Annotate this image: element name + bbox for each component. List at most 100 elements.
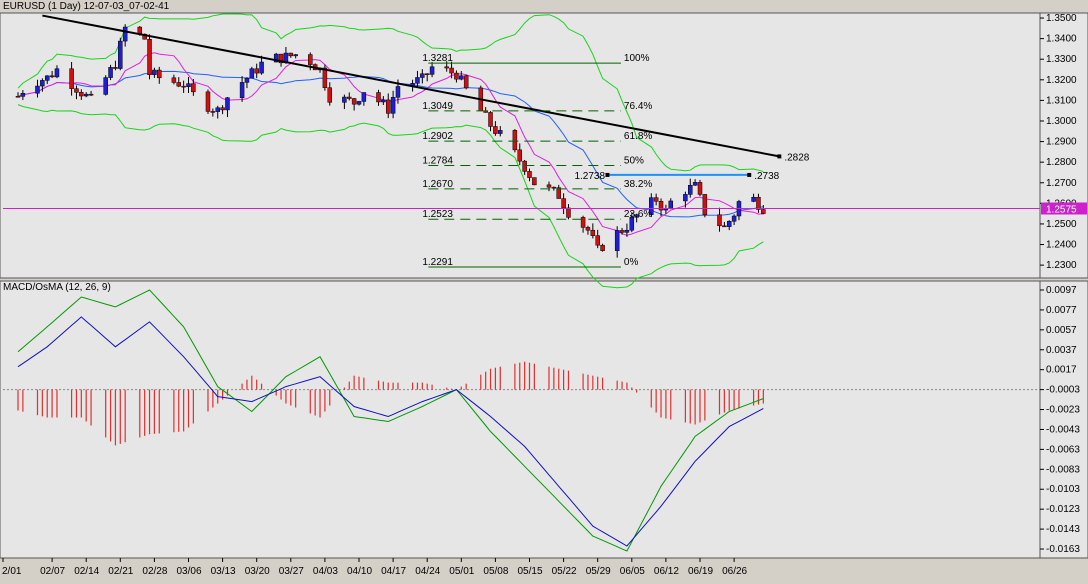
candle-body bbox=[108, 67, 113, 78]
macd-layer bbox=[3, 289, 1040, 552]
candle-body bbox=[619, 230, 625, 233]
x-tick-label-6: 03/13 bbox=[211, 566, 236, 577]
fib-pct-label-0: 100% bbox=[624, 53, 650, 64]
candle-body bbox=[225, 97, 230, 111]
candle-body bbox=[634, 214, 639, 218]
price-tick-label-1: 1.3400 bbox=[1046, 34, 1077, 45]
candle-body bbox=[113, 67, 118, 69]
x-tick-label-8: 03/27 bbox=[279, 566, 304, 577]
candle-body bbox=[522, 160, 527, 172]
fib-pct-label-1: 76.4% bbox=[624, 101, 652, 112]
candle-body bbox=[191, 83, 196, 93]
fib-price-label-6: 1.2291 bbox=[422, 257, 453, 268]
price-tick-label-6: 1.2900 bbox=[1046, 137, 1077, 148]
x-tick-label-3: 02/21 bbox=[108, 566, 133, 577]
candle-body bbox=[731, 215, 737, 222]
candle-body bbox=[498, 130, 503, 134]
price-tick-label-2: 1.3300 bbox=[1046, 54, 1077, 65]
candle-body bbox=[385, 99, 391, 114]
candle-body bbox=[205, 91, 211, 112]
candle-body bbox=[210, 111, 216, 113]
trendline-label: .2828 bbox=[784, 152, 809, 163]
candle-body bbox=[40, 80, 45, 87]
macd-signal-line bbox=[17, 289, 764, 552]
candle-body bbox=[342, 96, 347, 103]
macd-tick-label-8: -0.0063 bbox=[1046, 444, 1080, 455]
macd-panel-bg bbox=[0, 280, 1041, 559]
bb-lower-line bbox=[17, 104, 764, 289]
candle-body bbox=[44, 75, 50, 81]
fib-price-label-4: 1.2670 bbox=[422, 179, 453, 190]
price-tick-label-3: 1.3200 bbox=[1046, 75, 1077, 86]
macd-line bbox=[17, 316, 764, 547]
candle-body bbox=[600, 244, 605, 251]
candle-body bbox=[15, 96, 21, 98]
candle-body bbox=[347, 96, 352, 99]
fib-pct-label-2: 61.8% bbox=[624, 131, 652, 142]
candle-body bbox=[122, 26, 128, 42]
macd-tick-label-10: -0.0103 bbox=[1046, 484, 1080, 495]
candle-body bbox=[761, 209, 766, 214]
candle-body bbox=[351, 98, 357, 105]
x-tick-label-20: 06/19 bbox=[688, 566, 713, 577]
candle-body bbox=[103, 77, 108, 95]
candle-body bbox=[327, 87, 333, 103]
candle-body bbox=[726, 221, 732, 227]
macd-tick-label-0: 0.0097 bbox=[1046, 285, 1077, 296]
macd-tick-label-1: 0.0077 bbox=[1046, 305, 1077, 316]
price-tick-label-5: 1.3000 bbox=[1046, 116, 1077, 127]
candle-body bbox=[688, 185, 693, 195]
fib-pct-label-4: 38.2% bbox=[624, 179, 652, 190]
candle-body bbox=[49, 75, 55, 78]
candle-body bbox=[532, 177, 537, 186]
candle-body bbox=[176, 82, 182, 87]
candle-body bbox=[244, 77, 250, 83]
x-tick-label-18: 06/05 bbox=[620, 566, 645, 577]
candle-body bbox=[361, 92, 367, 102]
resistance-right-label: .2738 bbox=[754, 171, 779, 182]
candle-body bbox=[556, 187, 561, 199]
trendline-end-marker bbox=[777, 154, 782, 159]
x-tick-label-16: 05/22 bbox=[552, 566, 577, 577]
candle-body bbox=[171, 77, 177, 83]
candle-body bbox=[444, 66, 449, 69]
x-tick-label-4: 02/28 bbox=[142, 566, 167, 577]
macd-tick-label-5: -0.0003 bbox=[1046, 385, 1080, 396]
fib-price-label-0: 1.3281 bbox=[422, 53, 453, 64]
price-tick-label-8: 1.2700 bbox=[1046, 178, 1077, 189]
candle-body bbox=[79, 92, 84, 97]
x-tick-label-14: 05/08 bbox=[483, 566, 508, 577]
candle-body bbox=[322, 67, 328, 88]
x-tick-label-19: 06/12 bbox=[654, 566, 679, 577]
candles-layer bbox=[15, 24, 766, 258]
candle-body bbox=[614, 230, 620, 251]
candle-body bbox=[463, 75, 469, 89]
price-tick-label-11: 1.2400 bbox=[1046, 240, 1077, 251]
candle-body bbox=[546, 184, 552, 188]
candle-body bbox=[702, 194, 708, 215]
candle-body bbox=[308, 54, 313, 65]
candle-body bbox=[454, 72, 459, 80]
candle-body bbox=[585, 227, 591, 231]
price-tick-label-0: 1.3500 bbox=[1046, 13, 1077, 24]
candle-body bbox=[88, 93, 94, 96]
candle-body bbox=[278, 53, 284, 64]
x-tick-label-17: 05/29 bbox=[586, 566, 611, 577]
candle-body bbox=[74, 88, 79, 93]
x-tick-label-5: 03/06 bbox=[177, 566, 202, 577]
candle-body bbox=[595, 235, 600, 246]
candle-body bbox=[493, 126, 498, 134]
x-tick-label-1: 02/07 bbox=[40, 566, 65, 577]
x-tick-label-9: 04/03 bbox=[313, 566, 338, 577]
candle-body bbox=[649, 197, 654, 215]
candle-body bbox=[580, 217, 586, 228]
macd-title: MACD/OsMA (12, 26, 9) bbox=[3, 282, 111, 293]
candle-body bbox=[658, 201, 664, 211]
candle-body bbox=[249, 68, 255, 79]
x-tick-label-12: 04/24 bbox=[415, 566, 440, 577]
candle-body bbox=[722, 225, 727, 228]
candle-body bbox=[152, 69, 157, 75]
candle-body bbox=[527, 171, 532, 178]
